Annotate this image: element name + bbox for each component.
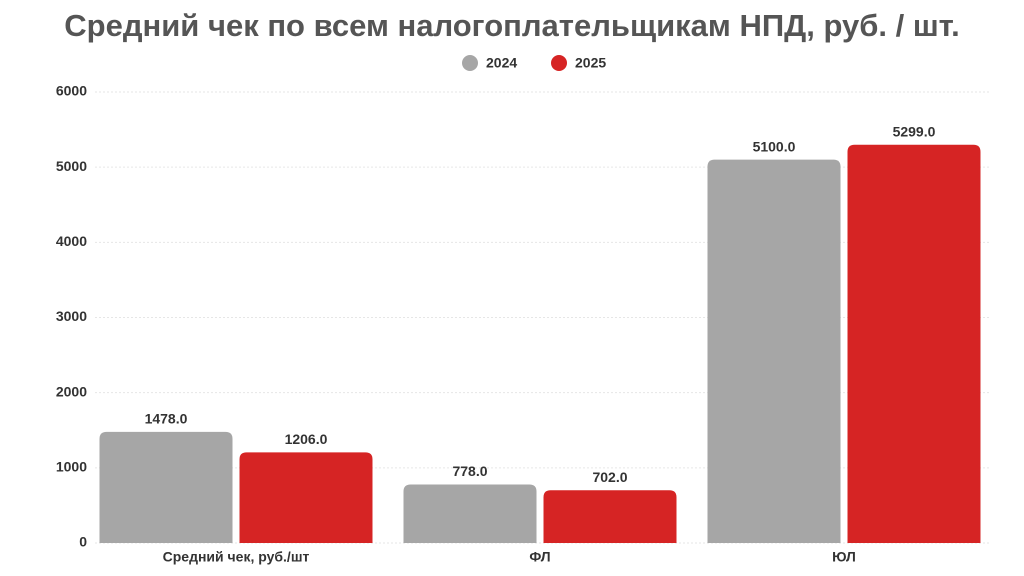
bar — [847, 144, 981, 543]
y-tick-label: 5000 — [56, 158, 87, 174]
x-tick-label: ФЛ — [529, 549, 550, 565]
x-tick-label: Средний чек, руб./шт — [163, 549, 310, 565]
value-label: 778.0 — [452, 463, 487, 479]
value-label: 1478.0 — [145, 411, 188, 427]
y-tick-label: 0 — [79, 534, 87, 550]
legend-marker — [551, 55, 567, 71]
bar — [239, 452, 373, 543]
y-tick-label: 3000 — [56, 308, 87, 324]
value-label: 702.0 — [592, 469, 627, 485]
y-tick-label: 1000 — [56, 459, 87, 475]
bar — [707, 159, 841, 543]
chart-title: Средний чек по всем налогоплательщикам Н… — [64, 8, 959, 43]
y-tick-label: 2000 — [56, 383, 87, 399]
bar — [99, 431, 233, 543]
bar — [403, 484, 537, 543]
value-label: 5299.0 — [893, 123, 936, 139]
legend-label: 2025 — [575, 55, 606, 71]
bar — [543, 490, 677, 543]
legend-label: 2024 — [486, 55, 517, 71]
value-label: 1206.0 — [285, 431, 328, 447]
x-tick-label: ЮЛ — [832, 549, 856, 565]
legend-marker — [462, 55, 478, 71]
y-tick-label: 4000 — [56, 233, 87, 249]
y-tick-label: 6000 — [56, 83, 87, 99]
value-label: 5100.0 — [753, 138, 796, 154]
